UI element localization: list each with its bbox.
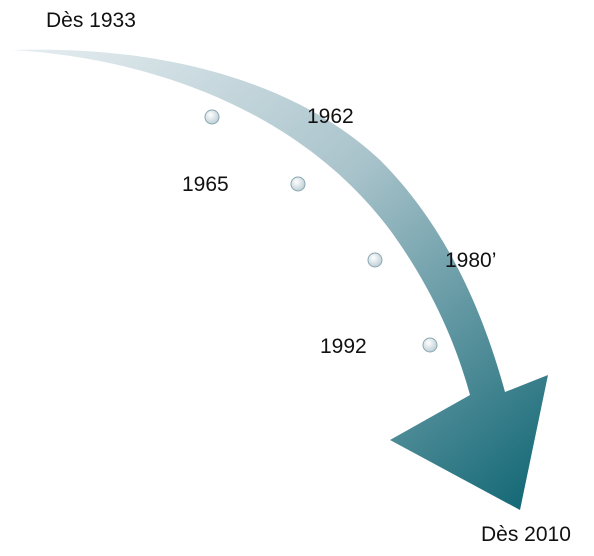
milestone-label: 1980’: [445, 249, 496, 272]
milestone-label: 1992: [320, 335, 367, 358]
arrow: [12, 49, 548, 510]
milestone-dot: [422, 337, 438, 353]
end-label: Dès 2010: [481, 523, 571, 546]
milestone-dot: [204, 109, 220, 125]
milestone-label: 1965: [182, 173, 229, 196]
milestone-dot: [290, 176, 306, 192]
milestone-label: 1962: [307, 105, 354, 128]
start-label: Dès 1933: [46, 9, 136, 32]
milestone-dot: [367, 252, 383, 268]
